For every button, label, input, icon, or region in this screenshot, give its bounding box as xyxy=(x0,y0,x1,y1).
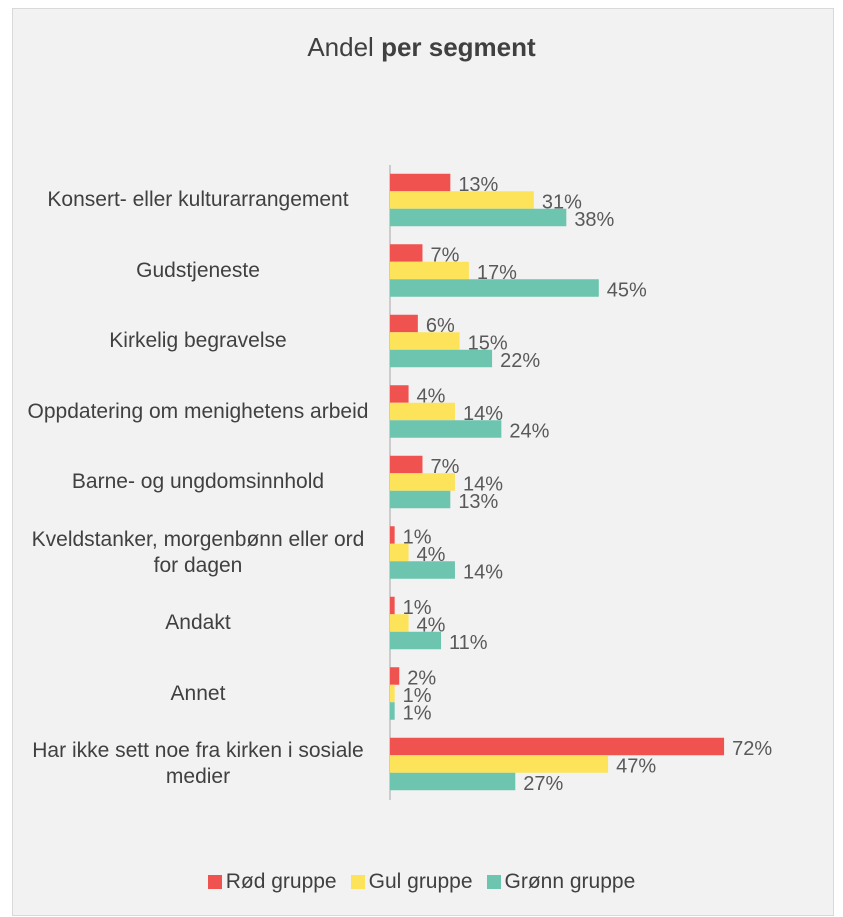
bar xyxy=(390,737,725,756)
data-label: 72% xyxy=(732,738,772,760)
data-label: 4% xyxy=(417,544,446,566)
bar xyxy=(390,667,400,685)
data-label: 4% xyxy=(417,614,446,636)
bar xyxy=(390,596,395,615)
category-label: Kveldstanker, morgenbønn eller ord for d… xyxy=(31,527,365,577)
category-label: Oppdatering om menighetens arbeid xyxy=(27,399,369,423)
data-label: 17% xyxy=(477,262,517,284)
bar xyxy=(390,420,502,438)
legend-swatch xyxy=(486,875,501,889)
chart-title: Andel per segment xyxy=(0,32,843,63)
legend-item: Gul gruppe xyxy=(350,870,473,894)
category-label: Kirkelig begravelse xyxy=(109,329,287,352)
data-label: 24% xyxy=(509,420,549,442)
data-label: 7% xyxy=(430,456,459,478)
title-bold: per segment xyxy=(381,32,536,62)
bar xyxy=(390,455,423,474)
data-label: 27% xyxy=(523,773,563,795)
legend-item: Rød gruppe xyxy=(207,870,337,894)
bar xyxy=(390,385,409,403)
data-label: 22% xyxy=(500,350,540,372)
bar xyxy=(390,631,442,650)
data-label: 47% xyxy=(616,755,656,777)
legend-label: Gul gruppe xyxy=(368,870,473,893)
data-label: 11% xyxy=(449,632,488,654)
data-label: 14% xyxy=(463,473,503,495)
legend-swatch xyxy=(207,875,222,889)
data-label: 6% xyxy=(426,315,455,337)
category-label: Andakt xyxy=(165,611,231,634)
legend-swatch xyxy=(350,875,365,889)
category-label: Har ikke sett noe fra kirken i sosiale m… xyxy=(32,739,364,788)
data-label: 1% xyxy=(403,685,432,707)
title-plain: Andel xyxy=(307,32,374,62)
data-label: 1% xyxy=(403,702,432,724)
bar xyxy=(390,314,418,333)
category-label: Barne- og ungdomsinnhold xyxy=(71,470,325,493)
category-label: Gudstjeneste xyxy=(136,258,260,282)
bar xyxy=(390,473,455,491)
category-label: Annet xyxy=(170,681,226,705)
bar xyxy=(390,261,469,280)
bar xyxy=(390,244,423,262)
bar xyxy=(390,490,451,509)
bar xyxy=(390,349,493,368)
bar xyxy=(390,208,567,227)
legend-label: Rød gruppe xyxy=(225,870,337,893)
data-label: 14% xyxy=(463,403,503,425)
bar xyxy=(390,702,395,720)
bar xyxy=(390,614,409,632)
data-label: 7% xyxy=(430,244,459,266)
bar xyxy=(390,191,534,209)
category-label: Konsert- eller kulturarrangement xyxy=(47,188,349,211)
bar xyxy=(390,173,451,192)
bar xyxy=(390,684,395,703)
legend-item: Grønn gruppe xyxy=(486,870,636,894)
data-label: 38% xyxy=(574,209,614,231)
bar xyxy=(390,561,455,579)
data-label: 15% xyxy=(468,332,508,354)
data-label: 14% xyxy=(463,561,503,583)
bar xyxy=(390,543,409,562)
legend: Rød gruppe Gul gruppe Grønn gruppe xyxy=(0,870,843,894)
legend-label: Grønn gruppe xyxy=(504,870,636,893)
data-label: 1% xyxy=(403,526,432,548)
data-label: 45% xyxy=(607,279,647,301)
data-label: 1% xyxy=(403,597,432,619)
data-label: 13% xyxy=(458,174,498,196)
bar xyxy=(390,332,460,350)
data-label: 13% xyxy=(458,491,498,513)
data-label: 2% xyxy=(407,667,436,689)
data-label: 4% xyxy=(417,385,446,407)
bar xyxy=(390,402,455,421)
bar xyxy=(390,279,599,297)
bar xyxy=(390,755,609,773)
bar xyxy=(390,772,516,791)
bar xyxy=(390,526,395,544)
data-label: 31% xyxy=(542,191,582,213)
